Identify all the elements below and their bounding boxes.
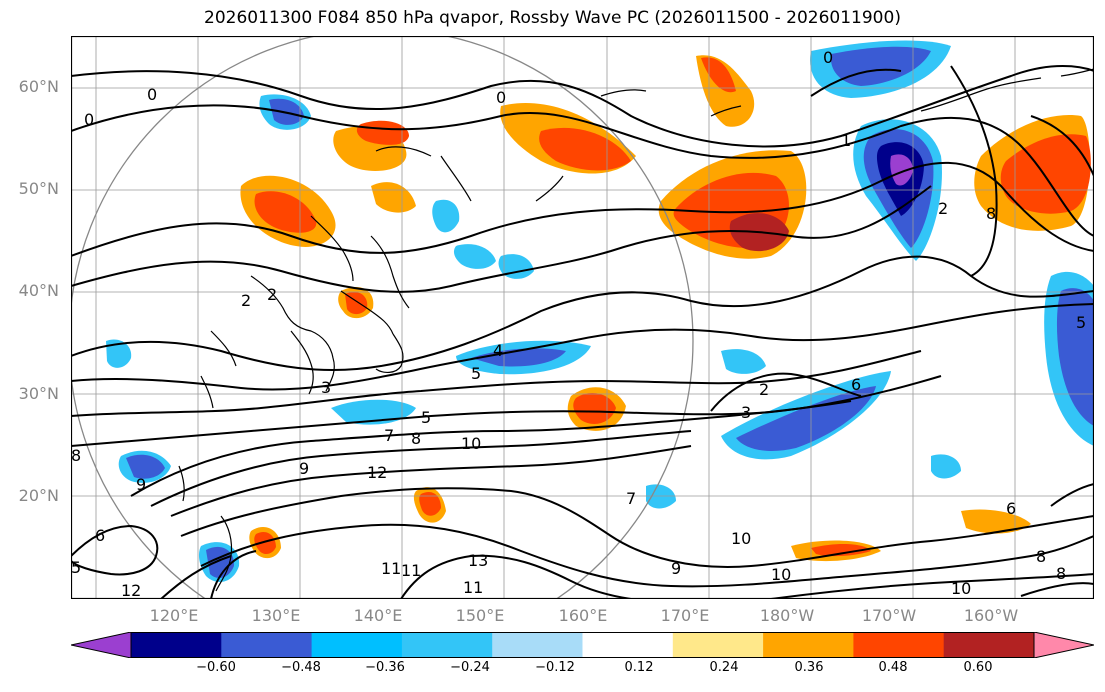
contour-label: 9 [299,459,309,478]
contour-label: 5 [421,408,431,427]
lon-label-130E: 130°E [251,606,301,625]
lon-label-170E: 170°E [660,606,710,625]
contour-label: 6 [851,375,861,394]
contour-label: 10 [461,434,481,453]
contour-label: 8 [986,204,996,223]
gridlines [71,36,1094,599]
coastline-layer [178,68,1094,592]
lat-label-50N: 50°N [18,179,59,198]
contour-label: 2 [267,285,277,304]
colorbar-segment [401,632,493,658]
contour-label: 5 [71,558,81,577]
contour-label: 10 [771,565,791,584]
colorbar-border [130,632,1035,658]
contour-label: 11 [401,561,421,580]
colorbar-svg [70,631,1095,659]
contour-label: 3 [321,378,331,397]
lon-label-150E: 150°E [455,606,505,625]
contour-label: 12 [367,463,387,482]
contour-label: 2 [759,380,769,399]
contour-label: 0 [823,48,833,67]
colorbar-tick: −0.36 [365,660,405,675]
contour-label: 5 [1076,313,1086,332]
map-svg: 0 0 0 0 1 2 2 2 3 3 4 5 5 6 7 7 8 8 9 9 … [71,36,1094,599]
colorbar-tick: 0.36 [794,660,824,675]
contour-label: 8 [411,429,421,448]
contour-label: 8 [1036,547,1046,566]
contour-label: 9 [671,559,681,578]
contour-label: 8 [1056,564,1066,583]
colorbar-tick: 0.48 [878,660,908,675]
contour-label: 12 [121,581,141,599]
contour-label: 3 [741,403,751,422]
contour-label: 7 [384,426,394,445]
map-panel[interactable]: 0 0 0 0 1 2 2 2 3 3 4 5 5 6 7 7 8 8 9 9 … [71,36,1094,599]
contour-label: 1 [841,131,851,150]
contour-label: 5 [471,364,481,383]
contour-label: 11 [463,578,483,597]
colorbar-segment [763,632,854,658]
colorbar [70,631,1095,659]
lon-label-180W: 180°W [759,606,815,625]
contour-labels: 0 0 0 0 1 2 2 2 3 3 4 5 5 6 7 7 8 8 9 9 … [71,48,1086,599]
lon-label-170W: 170°W [861,606,917,625]
contour-label: 0 [496,88,506,107]
colorbar-segment [582,632,674,658]
map-title: 2026011300 F084 850 hPa qvapor, Rossby W… [204,8,901,28]
colorbar-extend-low [70,631,132,659]
lon-label-140E: 140°E [353,606,403,625]
shading-layer [106,40,1094,582]
lat-label-30N: 30°N [18,384,59,403]
contour-label: 0 [84,110,94,129]
contour-label: 6 [1006,499,1016,518]
colorbar-segment [672,632,764,658]
colorbar-tick: 0.24 [709,660,739,675]
colorbar-tick: −0.24 [450,660,490,675]
colorbar-tick: −0.12 [535,660,575,675]
map-border [71,36,1094,599]
lat-label-40N: 40°N [18,281,59,300]
lat-label-60N: 60°N [18,77,59,96]
colorbar-tick: 0.12 [624,660,654,675]
contour-label: 9 [136,475,146,494]
contour-label: 6 [95,526,105,545]
range-ring [71,36,694,599]
lon-label-120E: 120°E [149,606,199,625]
contour-label: 2 [938,199,948,218]
colorbar-tick: 0.60 [963,660,993,675]
colorbar-tick: −0.60 [196,660,236,675]
contour-label: 0 [147,85,157,104]
contour-label: 8 [71,446,81,465]
colorbar-tick: −0.48 [281,660,321,675]
colorbar-segment [853,632,945,658]
colorbar-segment [943,632,1035,658]
colorbar-segment [131,632,222,658]
contour-label: 13 [468,551,488,570]
contour-layer [71,65,1094,599]
lon-label-160W: 160°W [963,606,1019,625]
colorbar-segment [492,632,583,658]
colorbar-segment [311,632,403,658]
contour-label: 10 [731,529,751,548]
lat-label-20N: 20°N [18,486,59,505]
contour-label: 11 [381,559,401,578]
contour-label: 7 [626,489,636,508]
contour-label: 2 [241,291,251,310]
lon-label-160E: 160°E [558,606,608,625]
contour-label: 4 [493,341,503,360]
contour-label: 10 [951,579,971,598]
colorbar-extend-high [1033,631,1095,659]
colorbar-segment [221,632,313,658]
